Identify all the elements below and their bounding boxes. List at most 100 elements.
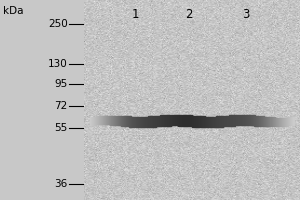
FancyArrow shape (157, 116, 158, 126)
FancyArrow shape (182, 115, 183, 126)
FancyArrow shape (110, 116, 111, 125)
FancyArrow shape (197, 116, 198, 127)
FancyArrow shape (188, 115, 189, 126)
FancyArrow shape (225, 116, 226, 126)
FancyArrow shape (170, 115, 171, 126)
FancyArrow shape (243, 115, 244, 125)
FancyArrow shape (127, 116, 128, 126)
FancyArrow shape (90, 117, 91, 125)
FancyArrow shape (229, 115, 230, 126)
FancyArrow shape (183, 115, 184, 126)
FancyArrow shape (134, 117, 135, 127)
FancyArrow shape (209, 117, 210, 127)
FancyArrow shape (239, 115, 240, 125)
FancyArrow shape (108, 116, 109, 124)
FancyArrow shape (136, 117, 137, 127)
FancyArrow shape (142, 117, 143, 127)
FancyArrow shape (174, 115, 175, 125)
FancyArrow shape (135, 117, 136, 127)
FancyArrow shape (279, 118, 280, 126)
FancyArrow shape (204, 116, 205, 127)
FancyArrow shape (121, 116, 122, 126)
FancyArrow shape (153, 116, 154, 127)
FancyArrow shape (93, 117, 94, 125)
FancyArrow shape (128, 116, 129, 126)
FancyArrow shape (207, 117, 208, 127)
FancyArrow shape (132, 117, 133, 127)
FancyArrow shape (94, 117, 95, 125)
FancyArrow shape (97, 116, 98, 124)
FancyArrow shape (125, 116, 126, 126)
FancyArrow shape (147, 117, 148, 127)
FancyArrow shape (210, 117, 211, 127)
FancyArrow shape (199, 116, 200, 127)
FancyArrow shape (101, 116, 102, 124)
FancyArrow shape (159, 116, 160, 126)
FancyArrow shape (116, 116, 117, 125)
FancyArrow shape (232, 115, 233, 126)
FancyArrow shape (249, 115, 250, 125)
FancyArrow shape (284, 118, 285, 126)
FancyArrow shape (130, 116, 131, 127)
FancyArrow shape (187, 115, 188, 126)
FancyArrow shape (106, 116, 107, 124)
FancyArrow shape (285, 118, 286, 126)
FancyArrow shape (104, 116, 105, 124)
FancyArrow shape (256, 116, 257, 126)
Text: 72: 72 (54, 101, 68, 111)
FancyArrow shape (124, 116, 125, 126)
Text: 55: 55 (54, 123, 68, 133)
FancyArrow shape (98, 116, 99, 124)
FancyArrow shape (268, 117, 269, 126)
FancyArrow shape (241, 115, 242, 125)
FancyArrow shape (131, 117, 132, 127)
FancyArrow shape (120, 116, 121, 125)
FancyArrow shape (212, 117, 213, 127)
FancyArrow shape (277, 118, 278, 126)
FancyArrow shape (267, 117, 268, 126)
FancyArrow shape (144, 117, 145, 127)
FancyArrow shape (248, 115, 249, 125)
FancyArrow shape (119, 116, 120, 125)
FancyArrow shape (252, 115, 253, 125)
FancyArrow shape (236, 115, 237, 125)
FancyArrow shape (208, 117, 209, 127)
FancyArrow shape (172, 115, 173, 125)
Text: 95: 95 (54, 79, 68, 89)
FancyArrow shape (238, 115, 239, 125)
FancyArrow shape (149, 116, 150, 127)
FancyArrow shape (179, 115, 180, 126)
Text: 3: 3 (242, 8, 250, 21)
FancyArrow shape (122, 116, 123, 126)
FancyArrow shape (169, 115, 170, 126)
Text: 250: 250 (48, 19, 68, 29)
FancyArrow shape (102, 116, 103, 124)
FancyArrow shape (145, 117, 146, 127)
FancyArrow shape (245, 115, 246, 125)
FancyArrow shape (227, 116, 228, 126)
FancyArrow shape (262, 116, 263, 126)
FancyArrow shape (263, 116, 264, 126)
FancyArrow shape (151, 116, 152, 127)
FancyArrow shape (191, 115, 192, 126)
FancyArrow shape (220, 116, 221, 127)
FancyArrow shape (253, 115, 254, 125)
FancyArrow shape (281, 118, 282, 126)
FancyArrow shape (163, 115, 164, 126)
FancyArrow shape (148, 116, 149, 127)
FancyArrow shape (283, 118, 284, 126)
FancyArrow shape (161, 115, 162, 126)
FancyArrow shape (195, 116, 196, 127)
FancyArrow shape (194, 116, 195, 127)
Text: 130: 130 (48, 59, 68, 69)
FancyArrow shape (189, 115, 190, 126)
FancyArrow shape (193, 116, 194, 127)
Text: 36: 36 (54, 179, 68, 189)
FancyArrow shape (280, 118, 281, 126)
FancyArrow shape (168, 115, 169, 126)
FancyArrow shape (251, 115, 252, 125)
FancyArrow shape (291, 117, 292, 125)
FancyArrow shape (219, 116, 220, 127)
FancyArrow shape (274, 118, 275, 126)
FancyArrow shape (111, 116, 112, 125)
